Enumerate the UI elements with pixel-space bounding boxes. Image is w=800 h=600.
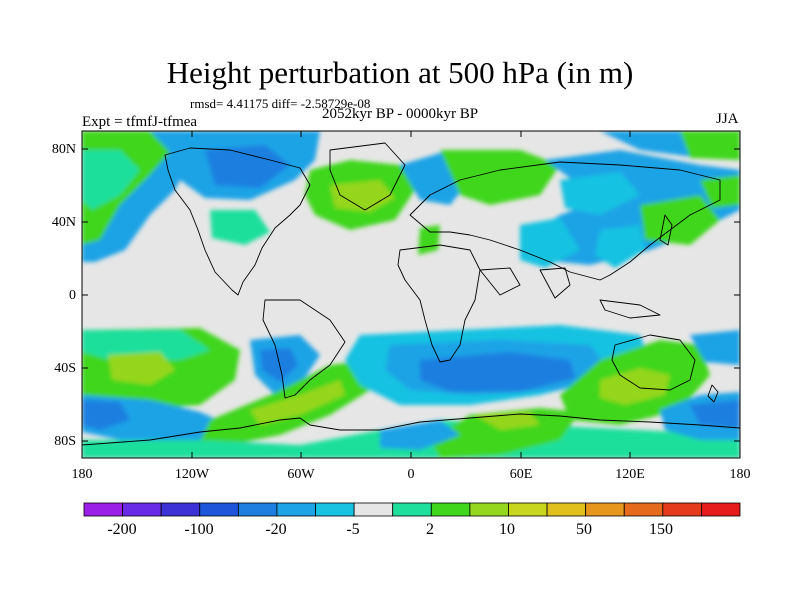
colorbar-segment bbox=[237, 502, 278, 517]
lat-label-40n: 40N bbox=[51, 215, 76, 230]
lon-label-180e: 180 bbox=[729, 467, 751, 482]
colorbar-label: -5 bbox=[346, 521, 360, 538]
contour-field bbox=[82, 131, 740, 458]
lon-label-120e: 120E bbox=[615, 467, 645, 482]
period-subtitle: 2052kyr BP - 0000kyr BP bbox=[322, 106, 479, 122]
colorbar-label: 50 bbox=[576, 521, 592, 538]
colorbar-segment bbox=[701, 502, 741, 517]
plot-title: Height perturbation at 500 hPa (in m) bbox=[166, 55, 634, 90]
season-label: JJA bbox=[716, 111, 739, 127]
experiment-label: Expt = tfmfJ-tfmea bbox=[82, 114, 198, 130]
colorbar-label: 150 bbox=[649, 521, 673, 538]
north-america-coast bbox=[164, 147, 311, 296]
colorbar-segment bbox=[199, 502, 239, 517]
colorbar-label: -20 bbox=[265, 521, 287, 538]
colorbar-segment bbox=[546, 502, 587, 517]
south-america-coast bbox=[262, 299, 346, 399]
lat-label-0: 0 bbox=[69, 288, 76, 303]
india-coast bbox=[539, 267, 571, 299]
indonesia-coast bbox=[599, 299, 661, 319]
lon-label-120w: 120W bbox=[174, 467, 210, 482]
lat-ticks bbox=[82, 148, 740, 442]
colorbar-segment bbox=[430, 502, 471, 517]
eurasia-coast bbox=[409, 161, 721, 281]
colorbar-segment bbox=[122, 502, 162, 517]
lon-label-60e: 60E bbox=[509, 467, 533, 482]
lat-label-80n: 80N bbox=[51, 142, 76, 157]
japan-coast bbox=[659, 214, 673, 246]
colorbar-label: 2 bbox=[426, 521, 434, 538]
lon-label-60w: 60W bbox=[287, 467, 315, 482]
lon-label-0: 0 bbox=[407, 467, 415, 482]
colorbar-segment bbox=[276, 502, 316, 517]
antarctica-coast bbox=[82, 413, 740, 446]
greenland-coast bbox=[329, 142, 406, 211]
colorbar-label: 10 bbox=[499, 521, 515, 538]
lat-label-80s: 80S bbox=[54, 434, 76, 449]
colorbar-label: -100 bbox=[184, 521, 214, 538]
colorbar-segment bbox=[160, 502, 201, 517]
colorbar-segment bbox=[392, 502, 432, 517]
coastlines bbox=[82, 142, 740, 446]
colorbar-segment bbox=[508, 502, 548, 517]
colorbar-segment bbox=[585, 502, 625, 517]
colorbar-segment bbox=[623, 502, 664, 517]
lon-ticks bbox=[81, 131, 741, 458]
africa-coast bbox=[397, 244, 481, 363]
colorbar-segment bbox=[469, 502, 509, 517]
rmsd-label: rmsd= 4.41175 diff= -2.58729e-08 bbox=[190, 96, 371, 111]
lon-label-180w: 180 bbox=[71, 467, 93, 482]
colorbar-segment bbox=[353, 502, 394, 517]
arabia-coast bbox=[479, 267, 521, 296]
colorbar-label: -200 bbox=[107, 521, 137, 538]
colorbar bbox=[83, 502, 741, 517]
australia-coast bbox=[611, 334, 696, 391]
colorbar-segment bbox=[662, 502, 702, 517]
lat-label-40s: 40S bbox=[54, 361, 76, 376]
new-zealand-coast bbox=[707, 384, 719, 403]
colorbar-segment bbox=[83, 502, 123, 517]
colorbar-segment bbox=[315, 502, 355, 517]
